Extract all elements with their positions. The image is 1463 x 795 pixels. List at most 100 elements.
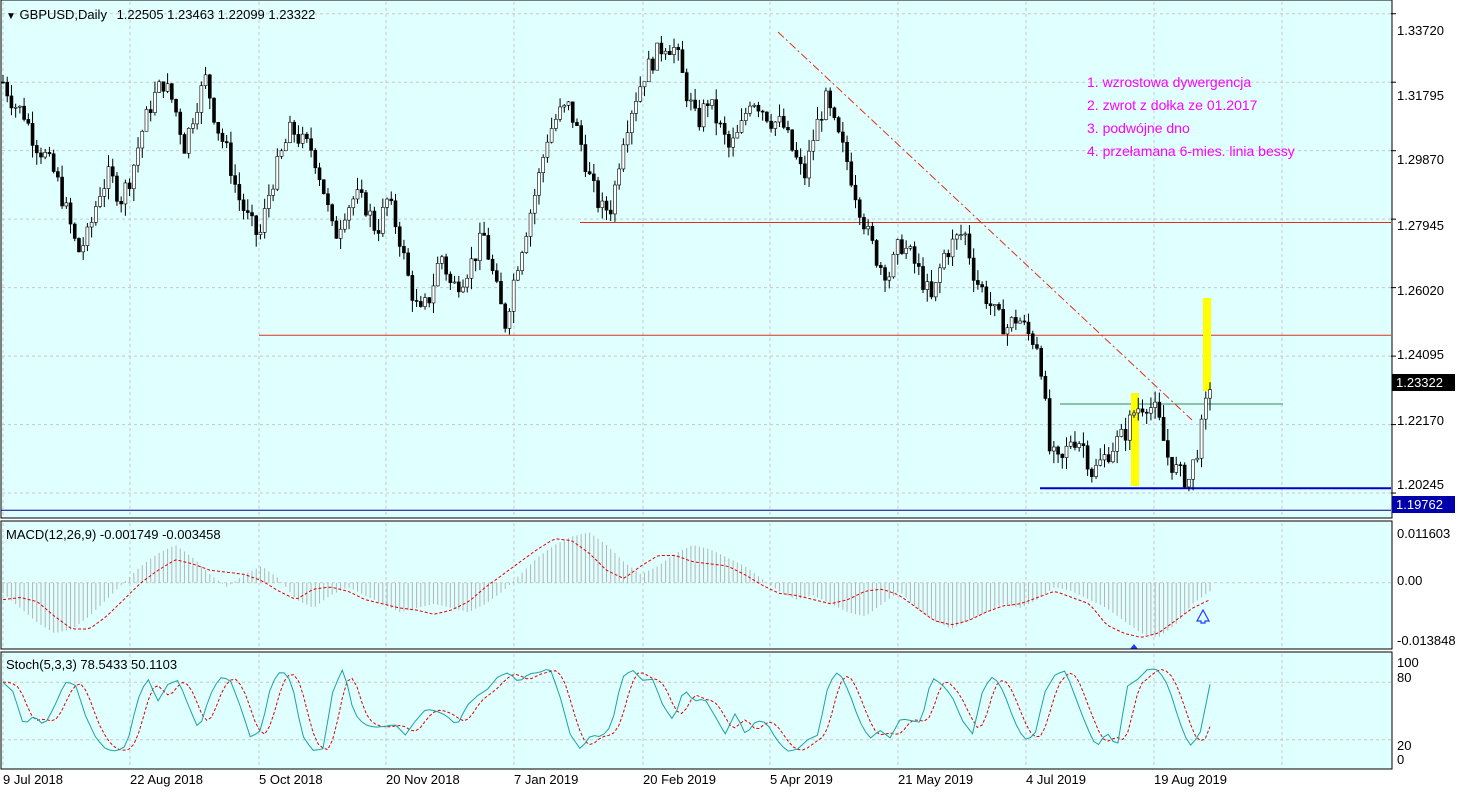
candle-body [613,184,617,215]
candle-body [1144,411,1149,414]
candle-body [815,118,820,141]
candle-body [617,168,621,186]
candle-body [423,297,427,307]
candle-body [347,207,351,221]
candle-body [545,141,550,158]
candle-body [1039,348,1043,377]
candle-body [895,239,900,255]
candle-body [630,113,634,133]
candle-body [832,107,837,118]
candle-body [110,166,115,177]
candle-body [731,137,735,148]
candle-body [883,267,887,281]
candle-body [224,141,229,144]
x-tick: 5 Apr 2019 [770,772,833,787]
candle-body [988,303,993,307]
candle-body [321,179,326,195]
candle-body [1001,308,1006,335]
candle-body [402,246,406,254]
annotation-2: 2. zwrot z dołka ze 01.2017 [1087,97,1258,113]
candle-body [929,281,934,298]
candle-body [18,105,22,108]
candle-body [558,106,562,120]
macd-series [2,532,1391,649]
candle-body [1060,453,1065,458]
candle-body [1077,443,1081,448]
candle-body [887,276,892,281]
candle-body [178,111,183,135]
candle-body [410,275,415,301]
candle-body [292,121,296,135]
macd-tick: -0.013848 [1397,633,1456,648]
price-tick: 1.27945 [1397,218,1444,233]
candle-body [338,228,343,239]
candle-body [182,134,187,154]
x-tick: 5 Oct 2018 [259,772,323,787]
candle-body [136,147,140,166]
candle-body [1182,464,1187,488]
x-tick: 20 Nov 2018 [386,772,460,787]
price-panel [1,0,1392,518]
candle-body [144,109,149,132]
candle-body [904,247,908,254]
candle-body [1203,397,1208,420]
candle-body [1140,408,1145,413]
candle-body [1161,417,1166,441]
candle-body [786,127,790,131]
candle-body [343,219,347,230]
candle-body [879,265,883,268]
candle-body [499,281,503,305]
candle-body [1191,459,1195,480]
macd-panel [1,521,1392,649]
candle-body [891,254,896,278]
candle-body [566,101,571,106]
candle-body [456,281,461,293]
candle-body [1123,428,1128,441]
candle-body [43,152,48,158]
macd-tick: 0.00 [1397,573,1423,588]
candle-body [710,99,714,106]
candle-body [245,210,250,213]
candle-body [26,119,31,124]
candle-body [621,144,626,170]
candle-body [1157,401,1162,418]
candle-body [279,150,284,157]
candle-body [663,50,668,55]
dropdown-triangle-icon[interactable]: ▼ [6,11,16,22]
candle-body [330,204,334,222]
candle-body [1149,407,1153,414]
candle-body [583,144,588,172]
candle-body [254,215,259,235]
candle-body [364,192,368,216]
symbol-header[interactable]: ▼ GBPUSD,Daily 1.22505 1.23463 1.22099 1… [6,7,315,22]
candle-body [309,138,313,151]
candle-body [153,92,157,113]
annotation-3: 3. podwójne dno [1087,120,1190,136]
candle-body [971,257,976,281]
candle-body [359,189,364,193]
candle-body [419,301,423,307]
up-arrow-icon [1195,608,1211,624]
candle-body [486,235,491,260]
candle-body [845,141,849,163]
candle-body [465,277,470,288]
candle-body [461,286,465,293]
candle-body [1153,401,1157,408]
macd-tick: 0.011603 [1397,526,1451,541]
candle-body [705,103,710,106]
downtrend-line [777,31,1193,421]
candle-body [976,280,980,285]
candle-body [85,226,90,246]
candle-body [680,49,685,73]
candle-body [1047,398,1052,452]
candle-body [917,263,921,267]
candle-body [241,199,246,211]
candle-body [836,117,841,133]
stoch-series [2,668,1391,752]
candle-body [798,156,803,165]
candle-body [452,281,457,284]
candle-body [283,142,288,152]
candle-body [233,175,237,185]
candle-body [676,47,681,50]
